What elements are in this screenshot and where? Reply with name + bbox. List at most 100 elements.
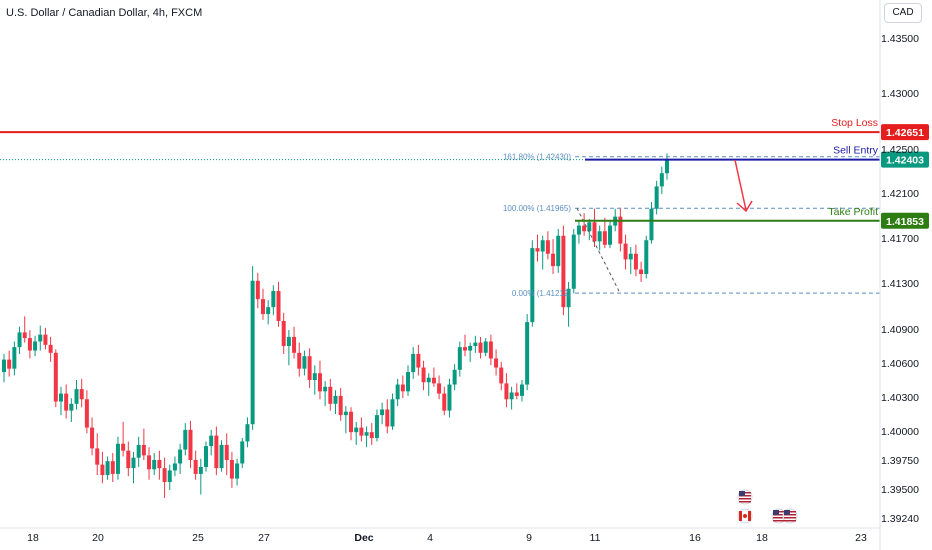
candle-body [556,235,561,267]
candle [121,421,126,457]
candle-body [22,332,27,339]
candle [292,326,297,359]
candle-body [204,446,209,467]
candle-body [17,332,22,348]
candle-body [260,299,265,315]
candle [162,457,167,498]
candle [276,281,281,327]
candle [468,342,473,362]
candle-body [271,291,276,308]
candle-body [457,347,462,370]
candle [633,244,638,277]
time-tick-label: 11 [590,532,601,544]
price-tick-label: 1.42500 [881,144,919,156]
candle-body [462,347,467,351]
candle [597,225,602,251]
candle-body [431,377,436,384]
candle [33,335,38,357]
candle [494,349,499,376]
candle [525,314,530,391]
candle [281,312,286,354]
candle-body [359,427,364,436]
flag-canton [773,510,779,515]
candle [79,378,84,408]
candle [204,441,209,472]
candle [582,213,587,236]
candle [462,334,467,357]
candle-body [141,444,146,456]
take-profit-price-tag: 1.41853 [881,212,929,229]
time-tick-label: 18 [27,532,39,544]
sell-entry-price-tag: 1.42403 [881,151,929,168]
candle-body [266,307,271,315]
candle [359,417,364,442]
candle [110,453,115,483]
candle-body [79,389,84,400]
flag-stripe [784,520,796,522]
candle [2,353,6,383]
candle-body [115,443,120,474]
candle-body [235,463,240,479]
candle [457,341,462,377]
flag-stripe [784,517,796,519]
candle-body [84,399,89,428]
candle [105,456,110,480]
candle-body [167,470,172,483]
candle-body [582,225,587,232]
candle [188,420,193,469]
candle-body [437,383,442,394]
price-tick-label: 1.42100 [881,188,919,200]
candle-body [592,222,597,242]
currency-button[interactable]: CAD [884,3,922,23]
arrow-shaft [734,159,747,211]
price-tick-label: 1.41700 [881,233,919,245]
candle [369,423,374,445]
candle-body [69,403,74,411]
candle-body [665,160,669,174]
candle [100,451,105,484]
candle [659,166,664,195]
candle [141,428,146,460]
candle [58,386,63,416]
fib-trend-line [576,207,621,294]
candle [84,390,89,434]
candle-body [540,240,545,252]
candle [152,453,157,476]
flag-canton [739,491,745,496]
candle-body [152,460,157,470]
candle [364,426,369,448]
candle [530,240,535,327]
candle [608,221,613,249]
candle [48,336,53,362]
candle [452,364,457,391]
candle-body [478,342,483,353]
candle-body [198,466,203,474]
candle-body [633,253,638,270]
candle-body [364,432,369,436]
candle [354,421,359,445]
candle-body [48,344,53,353]
candle [447,378,452,418]
candle-body [545,240,550,254]
candle [147,447,152,480]
time-tick-label: 4 [427,532,433,544]
candle-body [95,448,100,465]
flag-stripe [739,501,751,503]
candle [286,330,291,366]
candle-body [499,367,504,384]
candle-body [90,427,95,449]
candle [27,330,32,359]
candle [421,360,426,391]
candle-body [43,334,48,345]
price-tick-label: 1.41300 [881,278,919,290]
candle-body [442,393,447,411]
candle [561,225,566,316]
candle-body [302,356,307,369]
price-tick-label: 1.39500 [881,484,919,496]
us-flag-icon [737,489,753,505]
candle [514,383,519,400]
candle-body [58,393,63,402]
candle-body [27,338,32,351]
candle-body [566,288,571,308]
